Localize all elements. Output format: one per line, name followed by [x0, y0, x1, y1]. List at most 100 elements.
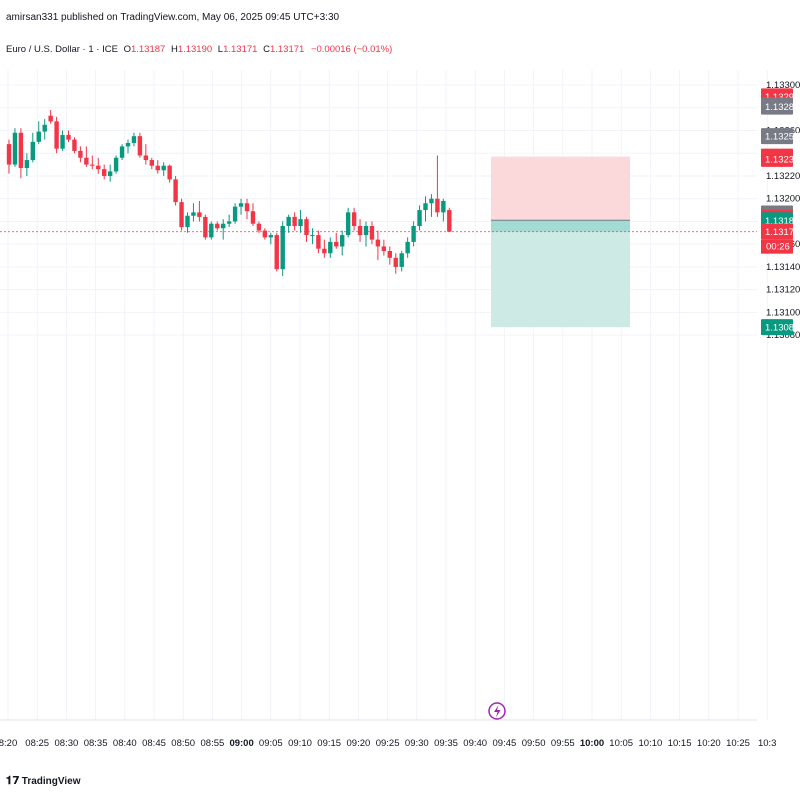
candle-up	[36, 131, 41, 142]
price-badge-last: 1.13171	[761, 223, 799, 240]
price-badge-bg	[761, 128, 793, 145]
candle-down	[66, 135, 71, 140]
candle-up	[221, 223, 226, 229]
candle-up	[232, 206, 238, 222]
candle-up	[30, 141, 35, 161]
x-tick-label: 10:00	[580, 738, 604, 749]
candle-up	[119, 146, 125, 158]
candle-down	[381, 246, 387, 252]
candle-down	[351, 212, 357, 226]
x-tick-label: 09:10	[288, 738, 312, 749]
footer-brand[interactable]: 𝟏𝟳 TradingView	[6, 774, 81, 788]
price-badge-bg	[761, 150, 793, 167]
candle-down	[179, 202, 184, 228]
candles	[6, 110, 452, 277]
candle-down	[167, 165, 172, 180]
candle-up	[417, 210, 422, 226]
price-badge-bg	[761, 319, 793, 336]
candle-up	[345, 212, 351, 236]
candle-down	[143, 155, 149, 161]
x-tick-label: 09:30	[405, 738, 429, 749]
candle-down	[6, 144, 12, 165]
candle-up	[24, 160, 30, 169]
candle-down	[435, 198, 440, 213]
price-badge-grey-3: 1.13255	[761, 128, 799, 145]
candle-up	[238, 203, 244, 207]
candle-down	[149, 160, 154, 166]
event-lightning-icon	[488, 702, 506, 720]
price-badge-target: 1.13087	[761, 319, 799, 336]
candle-down	[292, 216, 297, 226]
symbol-name: Euro / U.S. Dollar · 1 · ICE	[6, 44, 118, 55]
x-tick-label: 08:30	[55, 738, 79, 749]
stop-loss-zone	[491, 156, 630, 221]
candle-down	[357, 225, 363, 236]
candle-up	[226, 221, 232, 224]
candle-down	[447, 210, 452, 232]
x-tick-label: 09:55	[551, 738, 575, 749]
price-badge-stop-2: 1.13235	[761, 150, 799, 167]
candle-up	[399, 253, 404, 267]
candle-down	[84, 157, 89, 165]
candle-down	[393, 257, 398, 267]
candle-up	[107, 171, 113, 176]
candle-down	[137, 136, 143, 156]
candle-up	[191, 212, 196, 216]
change-value: −0.00016 (−0.01%)	[310, 44, 393, 55]
x-tick-label: 10:25	[726, 738, 750, 749]
x-tick-label: 08:45	[142, 738, 166, 749]
y-tick-label: 1.13100	[766, 307, 800, 318]
x-tick-label: 09:05	[259, 738, 283, 749]
x-tick-label: 10:20	[697, 738, 721, 749]
x-tick-label: 8:20	[0, 738, 17, 749]
candle-up	[280, 225, 285, 270]
candle-down	[18, 132, 24, 169]
candle-up	[441, 200, 446, 213]
x-tick-label: 09:40	[463, 738, 487, 749]
price-badge-label: 1.13281	[765, 102, 799, 113]
candle-up	[60, 135, 65, 149]
low-value: 1.13171	[223, 44, 258, 55]
candle-up	[131, 136, 137, 143]
candle-down	[375, 239, 381, 247]
x-tick-label: 09:15	[317, 738, 341, 749]
brand-name: TradingView	[21, 776, 81, 787]
candle-down	[316, 235, 321, 249]
high-label: H	[170, 44, 178, 55]
close-label: C	[263, 44, 270, 55]
candle-down	[215, 223, 220, 229]
candle-down	[54, 121, 59, 149]
price-badge-label: 1.13290	[765, 92, 799, 103]
candle-up	[340, 235, 345, 247]
candle-down	[256, 223, 262, 231]
candle-down	[304, 219, 309, 236]
lightning-glyph	[494, 705, 501, 718]
candle-up	[42, 124, 47, 132]
price-badge-label: 1.13181	[765, 216, 799, 227]
candle-down	[102, 169, 107, 176]
price-badge-bg	[761, 223, 793, 240]
y-tick-label: 1.13200	[766, 194, 800, 205]
candle-down	[250, 211, 256, 224]
x-tick-label: 10:3	[758, 738, 777, 749]
candle-down	[334, 241, 339, 247]
candle-down	[155, 165, 160, 171]
x-tick-label: 09:25	[376, 738, 400, 749]
x-tick-label: 09:35	[434, 738, 458, 749]
candle-up	[161, 165, 166, 171]
price-badge-label: 1.13255	[765, 132, 799, 143]
countdown-badge	[761, 239, 793, 254]
candle-up	[125, 142, 131, 147]
candle-up	[113, 157, 119, 172]
y-tick-label: 1.13300	[766, 80, 800, 91]
candle-up	[423, 203, 428, 211]
candle-down	[48, 115, 53, 122]
x-axis: 8:20 08:25 08:30 08:35 08:40 08:45 08:50 08:55 0…	[0, 719, 777, 749]
candle-up	[12, 132, 18, 165]
x-tick-label: 08:55	[201, 738, 225, 749]
x-tick-label: 08:50	[171, 738, 195, 749]
candle-up	[328, 241, 333, 254]
take-profit-zone	[491, 220, 630, 328]
y-tick-label: 1.13080	[766, 330, 800, 341]
